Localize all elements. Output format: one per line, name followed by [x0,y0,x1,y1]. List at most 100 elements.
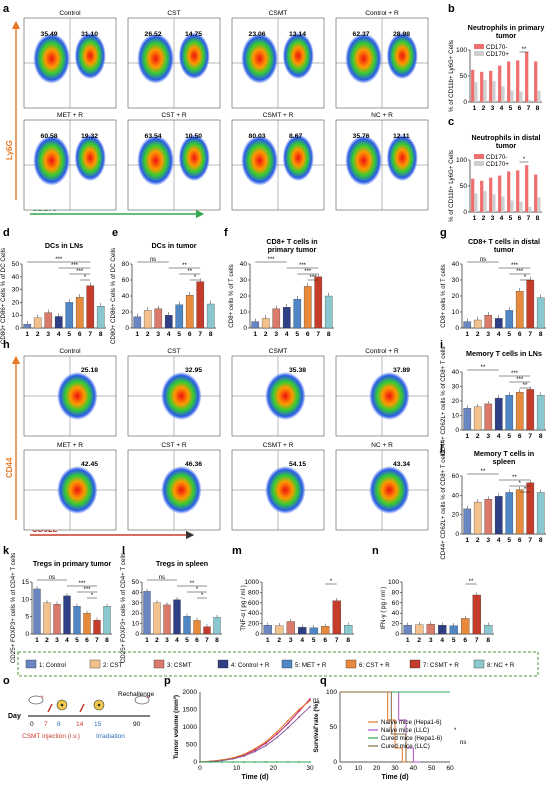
x-tick-label: 1 [465,537,469,544]
x-tick-label: 1 [253,331,257,338]
y-tick-label: 50 [12,261,20,268]
ly6g-axis-label: Ly6G [5,140,14,160]
significance-label: ** [481,365,486,371]
radiation-icon [56,699,68,711]
y-tick-label: 30 [132,600,140,607]
data-point [243,755,245,757]
bar-group-7 [86,285,95,329]
x-tick-label: 2 [146,331,150,338]
x-tick-label: 5 [509,215,513,222]
significance-label: ns [480,257,486,263]
bar-group-1 [133,316,142,329]
x-tick-label: 50 [428,765,436,772]
legend-label: 7: CSMT + R [423,662,459,669]
bar-CD170neg [507,171,511,212]
x-tick-label: 7 [198,331,202,338]
significance-label: * [196,587,199,593]
significance-label: *** [83,587,91,593]
bar-CD170neg [507,61,511,102]
bar-group-8 [206,303,215,329]
day-90: 90 [133,721,141,728]
bar-group-4 [494,397,503,431]
bar-group-6 [515,392,524,431]
flow-plot-title: CST + R [161,112,187,119]
flow-gate-percent: 37.89 [393,367,410,374]
bar-CD170pos [483,191,487,212]
chart-title: Memory T cells in LNs [466,349,542,358]
data-point [265,742,267,744]
chart-i: Memory T cells in LNs 0 10 20 30 40 CD44+ CD62… [440,346,546,456]
flow-right-percent: 13.14 [289,31,306,38]
x-tick-label: 6 [518,433,522,440]
data-point [232,757,234,760]
chart-l: Tregs in spleen 0 10 20 30 40 50 CD25+ FOXP3+ c… [120,553,222,663]
y-axis-label: TNF-α ( pg / ml ) [240,585,247,631]
bar-group-8 [324,295,333,329]
chart-title: Tregs in spleen [156,559,208,568]
chart-title: primary tumor [268,245,317,254]
flow-plot-title: Control [59,348,81,355]
significance-label: *** [299,263,307,269]
bar-group-2 [473,406,482,431]
x-tick-label: 1 [145,637,149,644]
legend-label: 4: Control + R [231,662,270,669]
y-tick-label: 10 [240,309,248,316]
data-point [287,761,289,763]
significance-label: * [524,275,527,281]
x-tick-label: 2 [476,537,480,544]
significance-label: *** [267,257,275,263]
x-tick-label: 1 [266,637,270,644]
legend-label: CD170+ [486,51,509,58]
flow-gate-percent: 32.95 [185,367,202,374]
x-tick-label: 8 [536,215,540,222]
significance-label: *** [78,581,86,587]
legend-label: Naïve mice (Hepa1-6) [381,719,442,726]
x-tick-label: 3 [486,331,490,338]
legend-label: 6: CST + R [359,662,390,669]
flow-density-blob [241,135,278,186]
bar-group-8 [103,606,111,635]
x-tick-label: 4 [175,637,179,644]
data-point [210,761,212,763]
bar-CD170neg [498,175,502,212]
legend-swatch [281,659,293,669]
day-15: 15 [94,721,102,728]
y-tick-label: 0 [333,759,337,766]
y-tick-label: 800 [248,589,259,596]
x-tick-label: 1 [406,637,410,644]
chart-q: 0 50 100 0 10 20 30 40 50 60 Time (d) Survival rate… [313,689,466,781]
bar-group-5 [65,302,74,329]
x-tick-label: 8 [539,433,543,440]
x-tick-label: 8 [536,105,540,112]
panel-letter-d: d [3,227,10,239]
flow-density-blob [282,32,314,80]
x-tick-label: 1 [35,637,39,644]
bar-group-5 [505,310,514,329]
panel-letter-g: g [440,227,447,239]
y-tick-label: 40 [132,589,140,596]
bar-CD170pos [474,82,478,102]
y-tick-label: 30 [240,277,248,284]
flow-density-blob [345,135,382,186]
x-tick-label: 5 [509,105,513,112]
bar-group-1 [463,508,472,535]
bar-group-6 [515,291,524,329]
annotation: ns [313,698,319,704]
legend-swatch [217,659,229,669]
y-axis-label: CD44+ CD62L+ cells % of CD8+ T cells [440,450,447,559]
x-tick-label: 1 [465,331,469,338]
bar-group-5 [175,304,184,329]
bar-group-5 [449,625,458,635]
x-tick-label: 7 [95,637,99,644]
x-tick-label: 4 [500,215,504,222]
x-tick-label: 2 [277,637,281,644]
x-tick-label: 6 [78,331,82,338]
legend-swatch [473,659,485,669]
x-tick-label: 5 [507,537,511,544]
y-tick-label: 1000 [244,579,259,586]
significance-label: * [519,481,522,487]
y-tick-label: 0 [193,759,197,766]
